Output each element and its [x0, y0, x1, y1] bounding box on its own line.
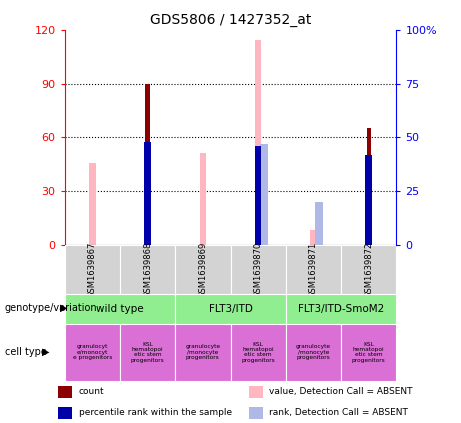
Text: GSM1639872: GSM1639872	[364, 242, 373, 298]
Bar	[175, 245, 230, 294]
Bar	[120, 324, 175, 381]
Text: KSL
hematopoi
etic stem
progenitors: KSL hematopoi etic stem progenitors	[241, 341, 275, 363]
Bar	[249, 407, 263, 419]
Bar	[286, 245, 341, 294]
Bar	[310, 230, 317, 245]
Bar	[145, 84, 150, 245]
Text: KSL
hematopoi
etic stem
progenitors: KSL hematopoi etic stem progenitors	[352, 341, 386, 363]
Bar	[366, 129, 371, 245]
Text: ▶: ▶	[60, 303, 67, 313]
Bar	[89, 163, 95, 245]
Text: ▶: ▶	[41, 347, 49, 357]
Text: KSL
hematopoi
etic stem
progenitors: KSL hematopoi etic stem progenitors	[130, 341, 165, 363]
Text: rank, Detection Call = ABSENT: rank, Detection Call = ABSENT	[269, 408, 408, 418]
Bar	[175, 324, 230, 381]
Bar	[58, 407, 72, 419]
Bar	[58, 386, 72, 398]
Text: GSM1639871: GSM1639871	[309, 242, 318, 298]
Text: count: count	[78, 387, 104, 396]
Text: granulocyte
/monocyte
progenitors: granulocyte /monocyte progenitors	[296, 344, 331, 360]
Bar	[230, 324, 286, 381]
Bar	[230, 245, 286, 294]
Title: GDS5806 / 1427352_at: GDS5806 / 1427352_at	[150, 13, 311, 27]
Text: genotype/variation: genotype/variation	[5, 303, 97, 313]
Bar	[144, 142, 151, 245]
Text: percentile rank within the sample: percentile rank within the sample	[78, 408, 232, 418]
Bar	[65, 324, 120, 381]
Bar	[65, 245, 120, 294]
Bar	[341, 245, 396, 294]
Bar	[286, 324, 341, 381]
Bar	[175, 294, 286, 324]
Text: FLT3/ITD-SmoM2: FLT3/ITD-SmoM2	[298, 304, 384, 314]
Text: cell type: cell type	[5, 347, 47, 357]
Bar	[286, 294, 396, 324]
Text: GSM1639867: GSM1639867	[88, 242, 97, 298]
Text: GSM1639869: GSM1639869	[198, 242, 207, 298]
Bar	[120, 245, 175, 294]
Text: granulocyte
/monocyte
progenitors: granulocyte /monocyte progenitors	[185, 344, 220, 360]
Bar	[255, 41, 261, 245]
Text: GSM1639870: GSM1639870	[254, 242, 263, 298]
Text: FLT3/ITD: FLT3/ITD	[208, 304, 253, 314]
Bar	[366, 155, 372, 245]
Bar	[200, 153, 206, 245]
Bar	[341, 324, 396, 381]
Bar	[260, 144, 268, 245]
Text: granulocyt
e/monocyt
e progenitors: granulocyt e/monocyt e progenitors	[72, 344, 112, 360]
Bar	[315, 202, 323, 245]
Bar	[65, 294, 175, 324]
Bar	[249, 386, 263, 398]
Text: value, Detection Call = ABSENT: value, Detection Call = ABSENT	[269, 387, 413, 396]
Text: wild type: wild type	[96, 304, 144, 314]
Bar	[255, 146, 261, 245]
Text: GSM1639868: GSM1639868	[143, 242, 152, 298]
